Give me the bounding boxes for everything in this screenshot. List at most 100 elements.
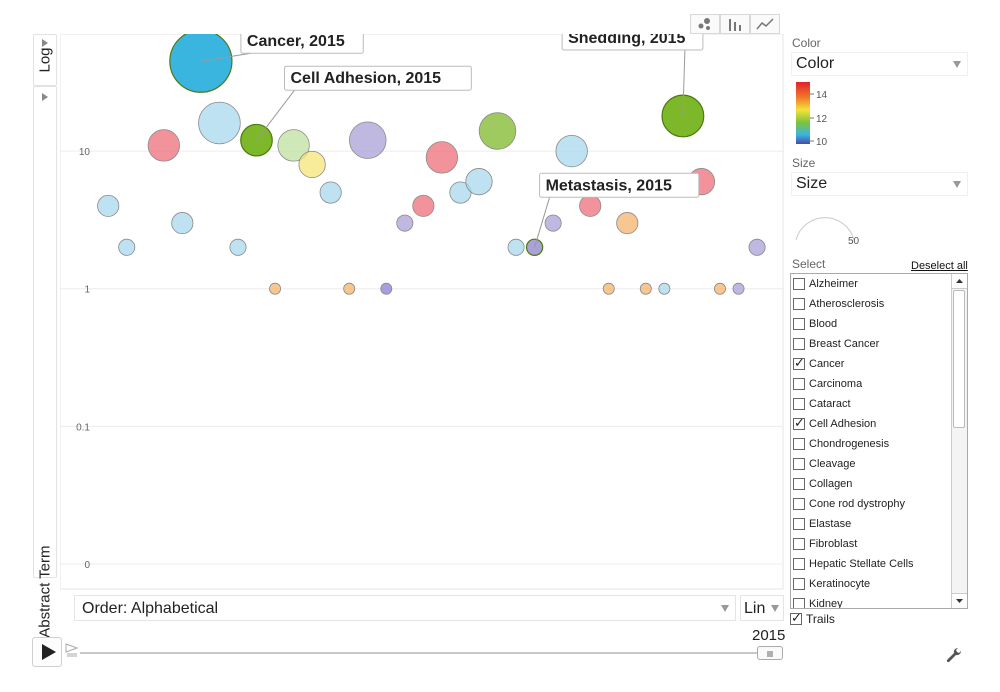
list-item[interactable]: Cancer	[793, 354, 844, 374]
bubble[interactable]	[97, 194, 120, 217]
y-axis-selector[interactable]: +Abstract Term	[33, 86, 57, 647]
trails-toggle[interactable]: Trails	[790, 610, 835, 626]
x-order-selector[interactable]: Order: Alphabetical	[74, 595, 736, 621]
list-item[interactable]: Alzheimer	[793, 274, 858, 294]
bubble[interactable]	[396, 214, 414, 232]
list-scrollbar[interactable]	[951, 274, 967, 608]
list-item-checkbox[interactable]	[793, 558, 805, 570]
bubble[interactable]	[639, 282, 652, 295]
annotation: Shedding, 2015	[561, 34, 704, 116]
bubble[interactable]	[425, 141, 459, 174]
list-item-label: Alzheimer	[809, 278, 858, 290]
scroll-up-button[interactable]	[952, 274, 967, 289]
list-item[interactable]: Breast Cancer	[793, 334, 879, 354]
list-item-checkbox[interactable]	[793, 598, 805, 608]
bubble[interactable]	[171, 212, 194, 235]
annotation-label: Shedding, 2015	[568, 34, 685, 47]
list-item-checkbox[interactable]	[793, 538, 805, 550]
list-item-label: Breast Cancer	[809, 338, 880, 350]
list-item[interactable]: Chondrogenesis	[793, 434, 889, 454]
list-item-checkbox[interactable]	[793, 355, 805, 371]
list-item-checkbox[interactable]	[793, 578, 805, 590]
list-item[interactable]: Fibroblast	[793, 534, 857, 554]
list-item[interactable]: Cleavage	[793, 454, 855, 474]
list-item-checkbox[interactable]	[793, 318, 805, 330]
list-item-checkbox[interactable]	[793, 478, 805, 490]
bubble[interactable]	[748, 238, 766, 256]
bubble[interactable]	[298, 150, 326, 179]
scroll-down-button[interactable]	[952, 593, 967, 608]
list-item-checkbox[interactable]	[793, 498, 805, 510]
bar-chart-button[interactable]	[720, 14, 750, 34]
line-chart-button[interactable]	[750, 14, 780, 34]
bubble[interactable]	[169, 34, 233, 93]
list-item[interactable]: Kidney	[793, 594, 843, 608]
annotation-box	[539, 172, 700, 198]
list-item-checkbox[interactable]	[793, 458, 805, 470]
list-item-checkbox[interactable]	[793, 438, 805, 450]
list-item[interactable]: Blood	[793, 314, 837, 334]
bubble[interactable]	[412, 194, 435, 217]
legend-tick: 10	[816, 137, 828, 148]
list-item-label: Carcinoma	[809, 378, 863, 390]
bubble[interactable]	[147, 129, 180, 162]
list-item[interactable]: Cone rod dystrophy	[793, 494, 905, 514]
color-legend: 14 12 10	[796, 82, 828, 148]
bubble[interactable]	[478, 112, 517, 150]
y-scale-selector[interactable]: Log	[33, 34, 57, 86]
bubble[interactable]	[714, 282, 726, 295]
list-item-checkbox[interactable]	[793, 298, 805, 310]
size-selector[interactable]: Size	[791, 172, 968, 196]
list-item-checkbox[interactable]	[793, 338, 805, 350]
list-item[interactable]: Cataract	[793, 394, 851, 414]
bubble[interactable]	[269, 282, 281, 295]
bubble[interactable]	[732, 282, 745, 295]
bubble[interactable]	[240, 123, 273, 157]
bubble[interactable]	[616, 212, 639, 235]
scroll-thumb[interactable]	[953, 290, 965, 428]
bubble[interactable]	[579, 194, 602, 217]
bubble[interactable]	[602, 282, 615, 295]
chevron-right-icon	[42, 93, 48, 101]
bubble[interactable]	[349, 121, 387, 159]
grip-icon	[767, 651, 773, 657]
bubble[interactable]	[525, 238, 544, 257]
annotation-leader	[256, 89, 295, 141]
bubble[interactable]	[555, 134, 588, 168]
bubble-chart-button[interactable]	[690, 14, 720, 34]
select-panel-label: Select	[792, 257, 826, 271]
list-item-checkbox[interactable]	[793, 278, 805, 290]
settings-button[interactable]	[945, 647, 963, 670]
timeline-handle[interactable]	[757, 646, 783, 660]
list-item-checkbox[interactable]	[793, 398, 805, 410]
bubble[interactable]	[380, 282, 393, 295]
select-list[interactable]: Alzheimer Atherosclerosis Blood Breast Canc…	[790, 273, 968, 609]
list-item-checkbox[interactable]	[793, 518, 805, 530]
trails-checkbox[interactable]	[790, 610, 802, 626]
bubble[interactable]	[229, 238, 247, 256]
list-item[interactable]: Keratinocyte	[793, 574, 870, 594]
x-scale-selector[interactable]: Lin	[740, 595, 784, 621]
list-item[interactable]: Atherosclerosis	[793, 294, 884, 314]
bubble[interactable]	[343, 282, 356, 295]
list-item-checkbox[interactable]	[793, 415, 805, 431]
bubble[interactable]	[507, 238, 525, 256]
list-item[interactable]: Cell Adhesion	[793, 414, 876, 434]
color-selector[interactable]: Color	[791, 52, 968, 76]
bubble[interactable]	[319, 181, 342, 204]
bubble[interactable]	[277, 129, 310, 162]
list-item[interactable]: Carcinoma	[793, 374, 862, 394]
bubble[interactable]	[544, 214, 562, 232]
bubble[interactable]	[118, 238, 136, 256]
list-item-checkbox[interactable]	[793, 378, 805, 390]
list-item[interactable]: Hepatic Stellate Cells	[793, 554, 914, 574]
list-item[interactable]: Elastase	[793, 514, 851, 534]
bubble[interactable]	[465, 168, 493, 196]
list-item[interactable]: Collagen	[793, 474, 852, 494]
timeline-track[interactable]	[80, 652, 780, 654]
play-button[interactable]	[32, 637, 62, 667]
speed-control[interactable]	[65, 642, 79, 661]
bubble[interactable]	[658, 282, 671, 295]
deselect-all-link[interactable]: Deselect all	[911, 260, 968, 272]
bubble[interactable]	[198, 101, 241, 145]
